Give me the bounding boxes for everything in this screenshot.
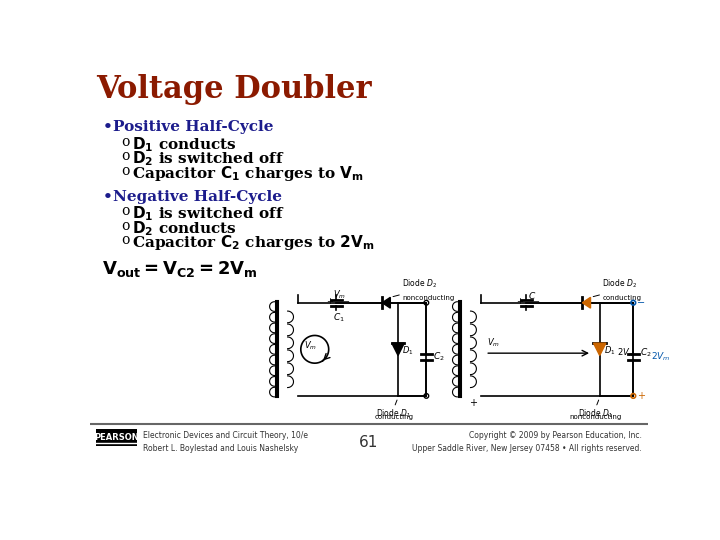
- Text: •: •: [102, 120, 112, 134]
- Text: $V_m$: $V_m$: [487, 337, 500, 349]
- Text: $2V_m$: $2V_m$: [617, 346, 635, 359]
- Text: o: o: [121, 135, 130, 149]
- Text: Copyright © 2009 by Pearson Education, Inc.
Upper Saddle River, New Jersey 07458: Copyright © 2009 by Pearson Education, I…: [412, 430, 642, 453]
- Text: $\mathbf{D_1}$ conducts: $\mathbf{D_1}$ conducts: [132, 135, 236, 153]
- Text: $\mathbf{D_1}$ is switched off: $\mathbf{D_1}$ is switched off: [132, 204, 284, 223]
- Text: $\mathbf{D_2}$ is switched off: $\mathbf{D_2}$ is switched off: [132, 150, 284, 168]
- Text: $C_2$: $C_2$: [433, 351, 445, 363]
- Text: −: −: [533, 298, 539, 307]
- Text: Diode $D_1$: Diode $D_1$: [578, 408, 613, 420]
- Text: o: o: [121, 233, 130, 247]
- Polygon shape: [392, 343, 404, 355]
- Text: +: +: [326, 298, 333, 307]
- Text: $V_m$: $V_m$: [333, 289, 346, 301]
- Text: −: −: [637, 298, 645, 308]
- Text: conducting: conducting: [374, 414, 414, 420]
- Text: $V_m$: $V_m$: [304, 339, 317, 352]
- Text: nonconducting: nonconducting: [402, 295, 454, 301]
- Text: 61: 61: [359, 435, 379, 450]
- Text: $C_2$: $C_2$: [640, 346, 652, 359]
- Text: o: o: [121, 164, 130, 178]
- Text: conducting: conducting: [602, 295, 641, 301]
- Text: Electronic Devices and Circuit Theory, 10/e
Robert L. Boylestad and Louis Nashel: Electronic Devices and Circuit Theory, 1…: [143, 430, 307, 453]
- Text: Diode $D_2$: Diode $D_2$: [402, 278, 437, 291]
- Text: $C_1$: $C_1$: [333, 311, 345, 323]
- Text: −: −: [343, 298, 349, 307]
- Text: +: +: [637, 391, 645, 401]
- Text: nonconducting: nonconducting: [570, 414, 622, 420]
- Polygon shape: [593, 343, 606, 355]
- Text: Voltage Doubler: Voltage Doubler: [96, 74, 372, 105]
- Text: Capacitor $\mathbf{C_2}$ charges to $\mathbf{2V_m}$: Capacitor $\mathbf{C_2}$ charges to $\ma…: [132, 233, 374, 252]
- Text: $2V_m$: $2V_m$: [651, 351, 671, 363]
- Text: Positive Half-Cycle: Positive Half-Cycle: [113, 120, 274, 134]
- Text: Diode $D_1$: Diode $D_1$: [377, 408, 412, 420]
- Text: Capacitor $\mathbf{C_1}$ charges to $\mathbf{V_m}$: Capacitor $\mathbf{C_1}$ charges to $\ma…: [132, 164, 364, 183]
- Text: •: •: [102, 190, 112, 204]
- Text: +: +: [516, 298, 523, 307]
- Text: o: o: [121, 219, 130, 233]
- Text: $\mathbf{V_{out} = V_{C2} = 2V_m}$: $\mathbf{V_{out} = V_{C2} = 2V_m}$: [102, 259, 258, 279]
- FancyBboxPatch shape: [96, 429, 137, 446]
- Text: $D_1$: $D_1$: [402, 345, 413, 357]
- Text: $C$: $C$: [528, 289, 536, 301]
- Text: o: o: [121, 204, 130, 218]
- Text: +: +: [469, 398, 477, 408]
- Text: Diode $D_2$: Diode $D_2$: [602, 278, 637, 291]
- Text: $D_1$: $D_1$: [603, 345, 615, 357]
- Text: $\mathbf{D_2}$ conducts: $\mathbf{D_2}$ conducts: [132, 219, 236, 238]
- Polygon shape: [382, 298, 390, 308]
- Text: PEARSON: PEARSON: [94, 433, 139, 442]
- Polygon shape: [582, 298, 590, 308]
- Text: Negative Half-Cycle: Negative Half-Cycle: [113, 190, 282, 204]
- Text: o: o: [121, 150, 130, 164]
